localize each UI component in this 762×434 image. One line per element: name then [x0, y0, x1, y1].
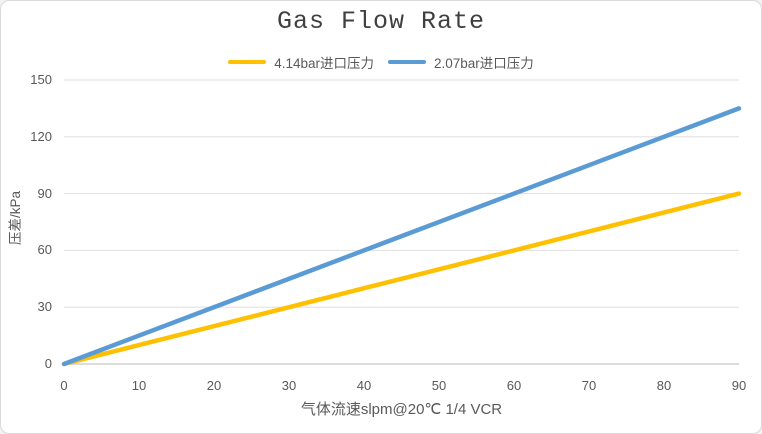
- y-axis-title: 压差/kPa: [8, 191, 23, 246]
- y-tick-label-60: 60: [37, 242, 52, 258]
- x-tick-label-20: 20: [206, 378, 222, 393]
- x-axis-title: 气体流速slpm@20℃ 1/4 VCR: [300, 401, 503, 418]
- y-tick-label-0: 0: [44, 356, 52, 371]
- y-tick-label-120: 120: [30, 128, 52, 144]
- series-line-0: [61, 191, 742, 367]
- x-tick-label-10: 10: [131, 378, 147, 393]
- y-tick-label-150: 150: [30, 72, 52, 87]
- x-tick-label-0: 0: [60, 378, 68, 393]
- legend: 4.14bar进口压力 2.07bar进口压力: [1, 52, 761, 72]
- plot-area: 0 30 60 90 120 150 0 10 20 30 40 50 60 70 80 90: [30, 72, 746, 393]
- x-tick-label-70: 70: [581, 378, 597, 393]
- series-line-1: [61, 106, 742, 367]
- legend-swatch-yellow: [228, 59, 267, 65]
- legend-label-series-1: 2.07bar进口压力: [434, 56, 534, 71]
- x-tick-label-40: 40: [356, 378, 372, 393]
- x-tick-label-50: 50: [431, 378, 447, 393]
- x-tick-label-60: 60: [506, 378, 522, 393]
- chart-title: Gas Flow Rate: [276, 7, 486, 36]
- legend-item-series-0: 4.14bar进口压力: [228, 52, 374, 72]
- x-tick-label-80: 80: [656, 378, 672, 393]
- x-tick-label-90: 90: [731, 378, 747, 393]
- x-tick-label-30: 30: [281, 378, 297, 393]
- y-tick-label-30: 30: [37, 299, 52, 315]
- legend-label-series-0: 4.14bar进口压力: [274, 56, 374, 71]
- legend-item-series-1: 2.07bar进口压力: [388, 52, 534, 72]
- y-tick-label-90: 90: [37, 185, 52, 201]
- plot-svg: [61, 79, 742, 367]
- legend-swatch-blue: [388, 59, 426, 65]
